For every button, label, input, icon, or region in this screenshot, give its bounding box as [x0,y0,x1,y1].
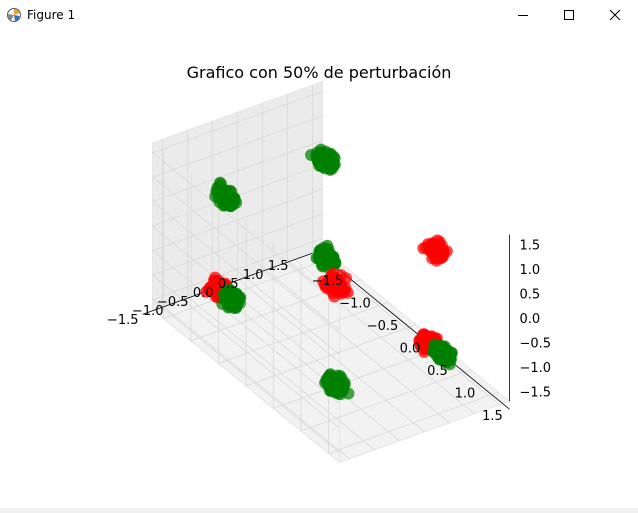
z-tick-label: 0.0 [520,312,541,327]
x-tick-label: 1.5 [482,409,503,424]
y-tick-label: 0.0 [193,286,214,301]
grid-line-x [245,219,417,387]
grid-line-y [162,139,350,460]
x-tick-label: −0.5 [367,319,399,334]
window-bottom-edge [0,508,638,513]
data-point-red [437,247,449,260]
grid-line-x [190,174,362,342]
data-point-green [224,199,237,212]
grid-line-x [163,151,334,319]
grid-line-y [237,112,425,433]
grid-line-y [187,130,375,451]
data-point-green [320,242,333,255]
close-icon [609,9,621,21]
grid-line-x [273,241,444,409]
grid-line-x [328,286,499,454]
x-tick-label: 1.0 [455,387,476,402]
scatter-3d-plot[interactable]: −1.5−1.0−0.50.00.51.01.5−1.5−1.0−0.50.00… [0,30,638,508]
data-point-green [441,352,454,365]
grid-line-y [262,103,450,424]
z-tick-label: −0.5 [520,336,552,351]
minimize-button[interactable] [500,0,546,30]
x-tick-label: 0.0 [400,342,421,357]
grid-line-z [151,164,340,380]
chart-title: Grafico con 50% de perturbación [186,63,452,82]
data-point-green [316,252,329,265]
matplotlib-logo-icon [7,8,21,22]
y-tick-label: −0.5 [157,295,189,310]
data-point-green [433,342,446,354]
data-point-red [326,280,339,293]
data-point-green [229,288,242,300]
grid-line-z [151,213,340,429]
x-tick-label: −1.0 [339,297,371,312]
grid-line-x [218,196,389,364]
z-tick-label: 0.5 [520,287,541,302]
maximize-icon [564,10,574,20]
y-tick-label: 0.5 [218,277,239,292]
grid-line-z [151,115,340,331]
z-tick-label: 1.0 [520,263,541,278]
grid-line-y [287,94,475,415]
z-tick-label: 1.5 [520,238,541,253]
window-titlebar: Figure 1 [0,0,638,30]
close-button[interactable] [592,0,638,30]
grid-line-z [151,140,340,355]
x-tick-label: 0.5 [427,364,448,379]
grid-line-z [151,189,340,404]
y-tick-label: 1.0 [243,268,264,283]
window-title: Figure 1 [27,8,76,22]
y-tick-label: −1.5 [107,313,139,328]
data-point-green [324,374,337,387]
data-point-green [221,186,234,199]
x-axis-line [322,255,510,410]
data-point-red [416,329,429,342]
z-tick-label: −1.0 [520,361,552,376]
grid-line-z [151,91,340,306]
maximize-button[interactable] [546,0,592,30]
y-tick-label: 1.5 [268,259,289,274]
data-point-green [333,373,346,386]
data-point-green [322,157,335,170]
minimize-icon [518,15,528,16]
data-point-red [427,237,439,250]
z-tick-label: −1.5 [520,385,552,400]
y-tick-label: −1.0 [132,304,164,319]
grid-line-z [151,238,340,453]
grid-line-x [300,264,472,432]
x-tick-label: −1.5 [312,274,344,289]
